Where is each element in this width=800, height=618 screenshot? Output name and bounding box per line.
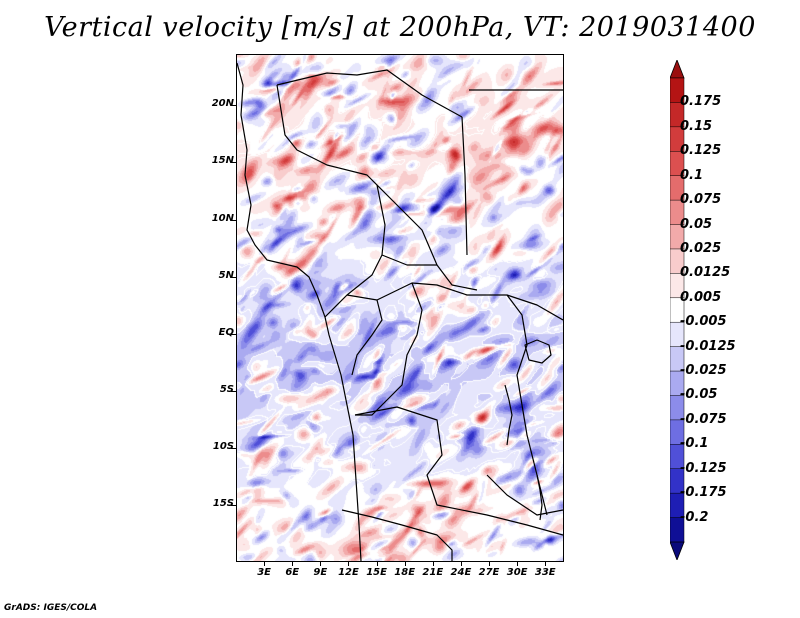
colorbar-top-arrow [670, 60, 685, 79]
colorbar-bottom-arrow [670, 541, 685, 560]
lat-label-eq: EQ [218, 326, 234, 338]
lat-tick [231, 390, 236, 392]
lat-label-5n: 5N [218, 269, 234, 281]
colorbar-label: 0.125 [680, 143, 722, 159]
lon-label-9e: 9E [313, 567, 328, 578]
border-central-3 [346, 282, 563, 321]
colorbar-label: 0.15 [680, 118, 713, 134]
lon-tick [264, 562, 266, 566]
colorbar-label: 0.1 [680, 167, 704, 183]
border-central-2 [381, 254, 437, 266]
colorbar-label: -0.175 [680, 485, 727, 501]
lake-victoria [524, 339, 552, 364]
lon-label-30e: 30E [506, 567, 528, 578]
colorbar-label: 0.05 [680, 216, 713, 232]
lon-label-24e: 24E [450, 567, 472, 578]
colorbar-label: 0.175 [680, 94, 722, 110]
colorbar-label: -0.025 [680, 363, 727, 379]
lon-label-33e: 33E [534, 567, 556, 578]
colorbar-label: -0.05 [680, 387, 718, 403]
lon-tick [404, 562, 406, 566]
colorbar [670, 60, 685, 560]
border-east-1 [506, 294, 548, 516]
colorbar-label: -0.2 [680, 509, 709, 525]
lat-label-15s: 15S [212, 497, 234, 509]
lon-tick [320, 562, 322, 566]
lon-tick [517, 562, 519, 566]
colorbar-label: -0.1 [680, 436, 709, 452]
border-north-2 [461, 116, 468, 256]
lon-label-12e: 12E [338, 567, 359, 578]
map-panel[interactable] [236, 54, 564, 562]
lake-malawi [536, 474, 543, 521]
lon-tick [348, 562, 350, 566]
border-central-5 [355, 282, 423, 416]
lat-label-5s: 5S [219, 383, 234, 395]
lon-tick [292, 562, 294, 566]
lon-tick [432, 562, 434, 566]
vertical-velocity-field [237, 55, 563, 561]
lon-tick [545, 562, 547, 566]
lat-tick [231, 276, 236, 278]
lon-label-18e: 18E [394, 567, 416, 578]
country-borders [237, 62, 563, 561]
lon-label-15e: 15E [366, 567, 387, 578]
colorbar-label: -0.125 [680, 460, 727, 476]
border-central-4 [351, 299, 383, 376]
lat-label-20n: 20N [211, 98, 234, 110]
colorbar-label: 0.075 [680, 192, 722, 208]
lon-label-6e: 6E [285, 567, 300, 578]
border-south-2 [341, 509, 453, 561]
border-central-1 [324, 184, 386, 318]
border-south-1 [354, 406, 563, 536]
lon-label-21e: 21E [422, 567, 444, 578]
lat-tick [231, 333, 236, 335]
lat-tick [231, 219, 236, 221]
lat-tick [231, 504, 236, 506]
coastline-west [237, 62, 362, 561]
lat-label-10s: 10S [212, 440, 234, 452]
lon-tick [489, 562, 491, 566]
colorbar-label: -0.005 [680, 314, 727, 330]
colorbar-label: 0.0125 [680, 265, 731, 281]
border-southeast [486, 474, 563, 516]
lat-tick [231, 447, 236, 449]
colorbar-label: -0.0125 [680, 338, 736, 354]
lon-label-27e: 27E [478, 567, 500, 578]
grads-credit: GrADS: IGES/COLA [4, 603, 98, 613]
lat-tick [231, 162, 236, 164]
lon-label-3e: 3E [257, 567, 271, 578]
lon-tick [460, 562, 462, 566]
border-north-3 [276, 84, 478, 291]
lat-tick [231, 105, 236, 107]
lat-label-10n: 10N [211, 212, 234, 224]
map-title: Vertical velocity [m/s] at 200hPa, VT: 2… [44, 12, 756, 43]
colorbar-label: 0.005 [680, 289, 722, 305]
lake-tanganyika [504, 384, 513, 446]
colorbar-label: 0.025 [680, 240, 722, 256]
lat-label-15n: 15N [211, 155, 234, 167]
colorbar-label: -0.075 [680, 411, 727, 427]
border-north-1 [276, 69, 463, 118]
lon-tick [376, 562, 378, 566]
